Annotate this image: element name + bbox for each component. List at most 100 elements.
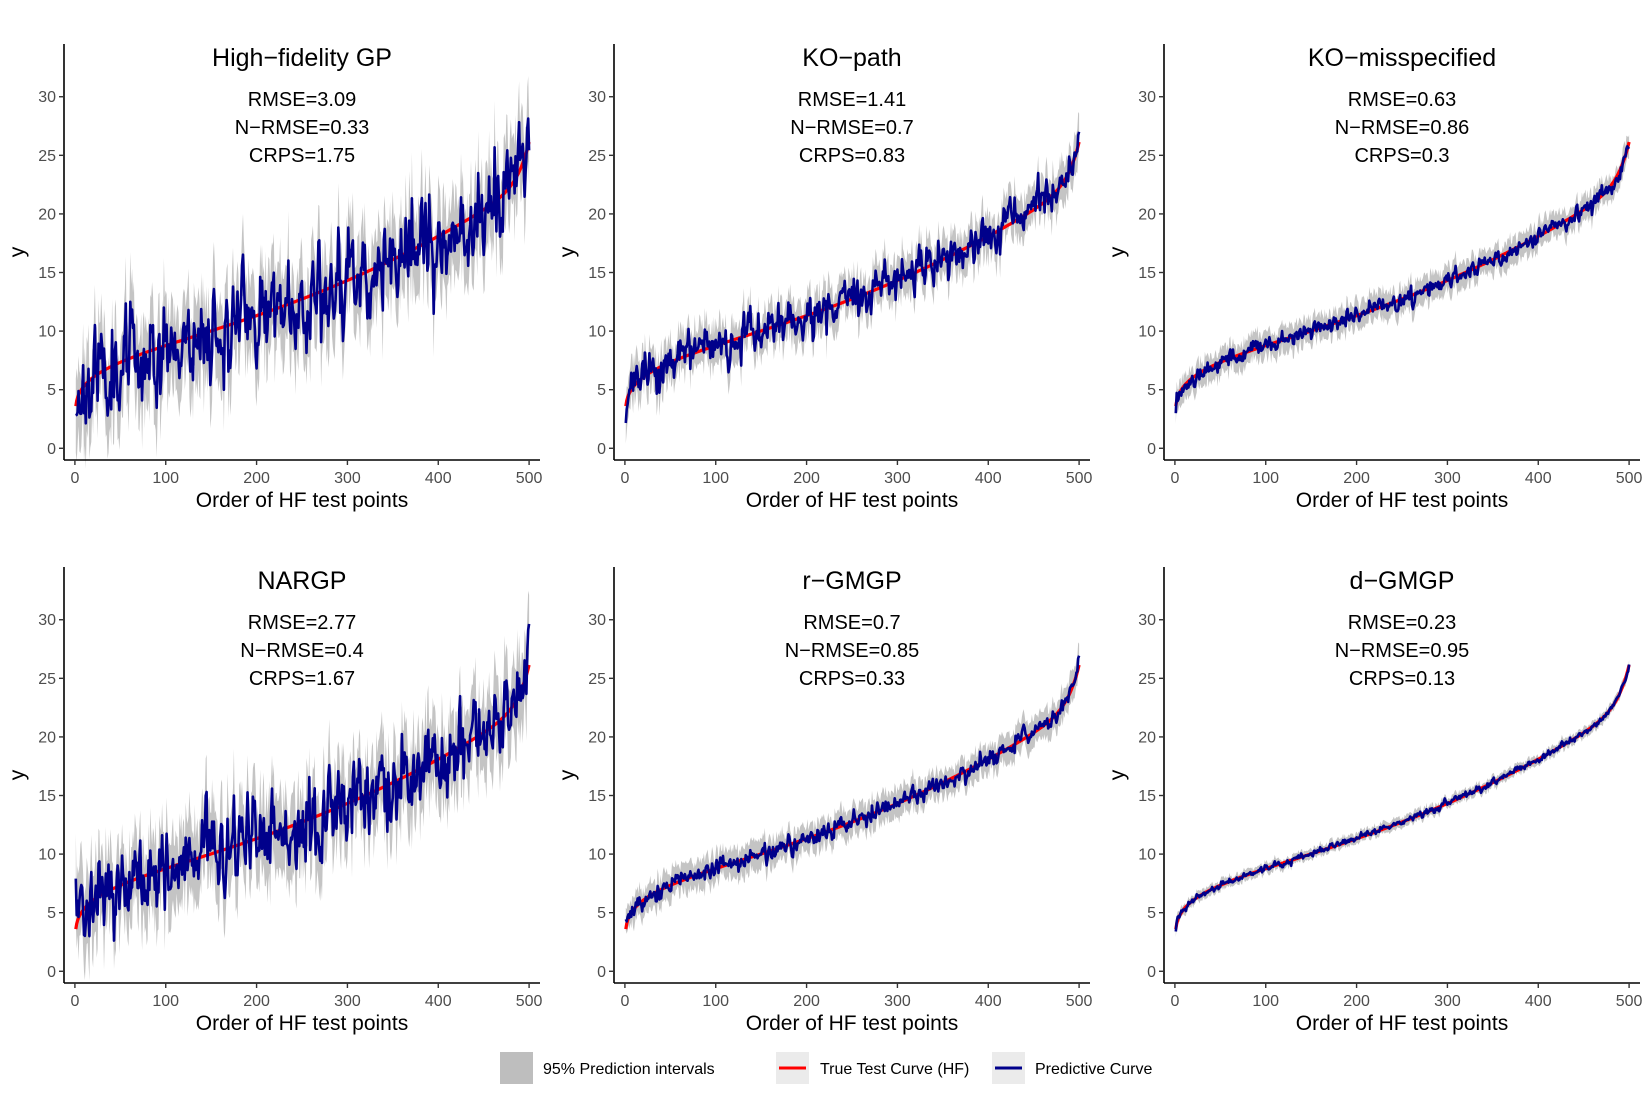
rmse-label: RMSE=1.41 (798, 89, 906, 111)
x-tick-label: 500 (1066, 470, 1093, 487)
y-tick-label: 5 (47, 382, 56, 399)
x-tick-label: 0 (70, 470, 79, 487)
x-tick-label: 500 (1616, 470, 1643, 487)
x-tick-label: 300 (1434, 993, 1461, 1010)
crps-label: CRPS=0.83 (799, 145, 905, 167)
predictive-curve (624, 131, 1081, 424)
x-tick-label: 200 (1343, 470, 1370, 487)
rmse-label: RMSE=0.63 (1348, 89, 1456, 111)
predictive-curve (624, 655, 1081, 923)
y-tick-label: 0 (597, 964, 606, 981)
x-tick-label: 400 (425, 993, 452, 1010)
y-tick-label: 30 (588, 612, 606, 629)
y-tick-label: 10 (588, 847, 606, 864)
y-tick-label: 0 (47, 964, 56, 981)
y-tick-label: 25 (588, 148, 606, 165)
legend-key-band (500, 1052, 533, 1084)
panel-title: KO−misspecified (1308, 44, 1496, 72)
legend-label-band: 95% Prediction intervals (543, 1061, 715, 1078)
legend-item-band: 95% Prediction intervals (500, 1052, 715, 1084)
predictive-curve (1174, 145, 1631, 414)
y-tick-label: 10 (1138, 847, 1156, 864)
x-tick-label: 400 (1525, 993, 1552, 1010)
y-tick-label: 20 (1138, 206, 1156, 223)
y-tick-label: 30 (588, 89, 606, 106)
y-tick-label: 5 (597, 905, 606, 922)
x-tick-label: 300 (334, 993, 361, 1010)
x-tick-label: 200 (243, 470, 270, 487)
y-tick-label: 0 (1147, 964, 1156, 981)
panel-title: d−GMGP (1350, 567, 1455, 595)
panel-title: r−GMGP (802, 567, 901, 595)
x-tick-label: 200 (243, 993, 270, 1010)
panel-title: KO−path (802, 44, 901, 72)
x-tick-label: 200 (793, 993, 820, 1010)
y-axis-label: y (556, 769, 579, 780)
x-tick-label: 100 (702, 993, 729, 1010)
y-tick-label: 0 (1147, 441, 1156, 458)
x-tick-label: 0 (620, 470, 629, 487)
panel-title: High−fidelity GP (212, 44, 392, 72)
x-tick-label: 0 (620, 993, 629, 1010)
x-tick-label: 500 (1616, 993, 1643, 1010)
y-tick-label: 15 (588, 788, 606, 805)
predictive-curve (74, 623, 531, 942)
y-tick-label: 20 (38, 729, 56, 746)
prediction-band (1175, 135, 1630, 424)
predictive-curve (1174, 664, 1631, 932)
y-tick-label: 10 (38, 324, 56, 341)
nrmse-label: N−RMSE=0.95 (1335, 640, 1470, 662)
x-tick-label: 400 (425, 470, 452, 487)
y-tick-label: 30 (1138, 612, 1156, 629)
x-tick-label: 100 (1252, 470, 1279, 487)
legend-label-prediction: Predictive Curve (1035, 1061, 1152, 1078)
y-axis-label: y (556, 246, 579, 257)
y-tick-label: 30 (38, 89, 56, 106)
nrmse-label: N−RMSE=0.33 (235, 117, 370, 139)
y-tick-label: 20 (588, 206, 606, 223)
x-tick-label: 0 (70, 993, 79, 1010)
y-tick-label: 0 (47, 441, 56, 458)
crps-label: CRPS=0.33 (799, 668, 905, 690)
rmse-label: RMSE=0.7 (803, 612, 900, 634)
y-tick-label: 15 (38, 788, 56, 805)
rmse-label: RMSE=3.09 (248, 89, 356, 111)
prediction-band (75, 590, 530, 981)
x-tick-label: 400 (975, 993, 1002, 1010)
true-test-curve (1174, 664, 1631, 930)
x-tick-label: 0 (1170, 993, 1179, 1010)
y-tick-label: 10 (1138, 324, 1156, 341)
x-axis-label: Order of HF test points (1296, 1012, 1508, 1035)
x-tick-label: 400 (1525, 470, 1552, 487)
y-tick-label: 30 (38, 612, 56, 629)
rmse-label: RMSE=0.23 (1348, 612, 1456, 634)
y-tick-label: 25 (38, 671, 56, 688)
prediction-band (1175, 660, 1630, 938)
y-tick-label: 30 (1138, 89, 1156, 106)
y-tick-label: 20 (588, 729, 606, 746)
y-tick-label: 10 (38, 847, 56, 864)
y-axis-label: y (6, 246, 29, 257)
legend-item-prediction: Predictive Curve (992, 1052, 1152, 1084)
x-tick-label: 100 (152, 993, 179, 1010)
panel-title: NARGP (258, 567, 347, 595)
legend-item-truth: True Test Curve (HF) (776, 1052, 969, 1084)
y-tick-label: 5 (1147, 905, 1156, 922)
y-tick-label: 10 (588, 324, 606, 341)
predictive-curve (75, 117, 531, 425)
x-tick-label: 300 (1434, 470, 1461, 487)
x-tick-label: 0 (1170, 470, 1179, 487)
x-tick-label: 200 (793, 470, 820, 487)
rmse-label: RMSE=2.77 (248, 612, 356, 634)
y-tick-label: 0 (597, 441, 606, 458)
x-axis-label: Order of HF test points (746, 489, 958, 512)
y-tick-label: 15 (38, 265, 56, 282)
y-tick-label: 20 (1138, 729, 1156, 746)
